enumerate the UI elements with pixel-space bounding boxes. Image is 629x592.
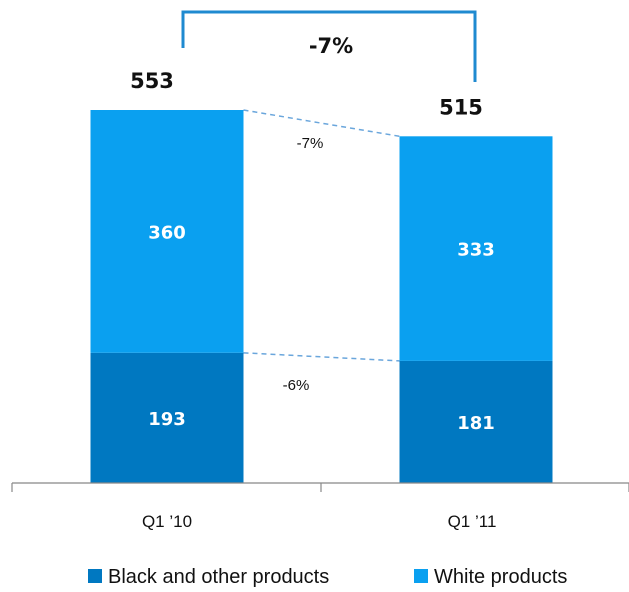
x-tick-label-1: Q1 ’11 — [448, 512, 497, 531]
bars-group: 193 360 553 181 333 515 — [90, 69, 553, 483]
bar-segment-1-1 — [399, 136, 553, 361]
total-change-bracket — [181, 10, 477, 82]
total-change-label: -7% — [309, 34, 353, 58]
bar-value-label-0-1: 181 — [457, 413, 495, 434]
connector-line-0 — [243, 352, 400, 362]
legend-label-0: Black and other products — [108, 566, 329, 588]
x-axis: Q1 ’10 Q1 ’11 — [11, 482, 629, 531]
bar-value-label-1-1: 333 — [457, 240, 495, 261]
legend-swatch-1 — [414, 569, 428, 583]
black-products-change-label: -6% — [283, 377, 310, 394]
x-tick-label-0: Q1 ’10 — [142, 512, 192, 531]
total-value-label-0: 553 — [130, 69, 174, 93]
total-value-label-1: 515 — [439, 95, 483, 119]
white-products-change-label: -7% — [297, 135, 324, 152]
bar-segment-0-0 — [90, 352, 244, 483]
bracket-line — [181, 10, 477, 82]
connector-lines — [243, 109, 400, 362]
legend-label-1: White products — [434, 566, 567, 588]
bar-value-label-0-0: 193 — [148, 409, 186, 430]
bar-value-label-1-0: 360 — [148, 222, 186, 243]
legend: Black and other products White products — [88, 566, 567, 588]
bar-segment-1-0 — [90, 110, 244, 353]
legend-swatch-0 — [88, 569, 102, 583]
connector-line-1 — [243, 109, 400, 138]
bar-segment-0-1 — [399, 360, 553, 483]
